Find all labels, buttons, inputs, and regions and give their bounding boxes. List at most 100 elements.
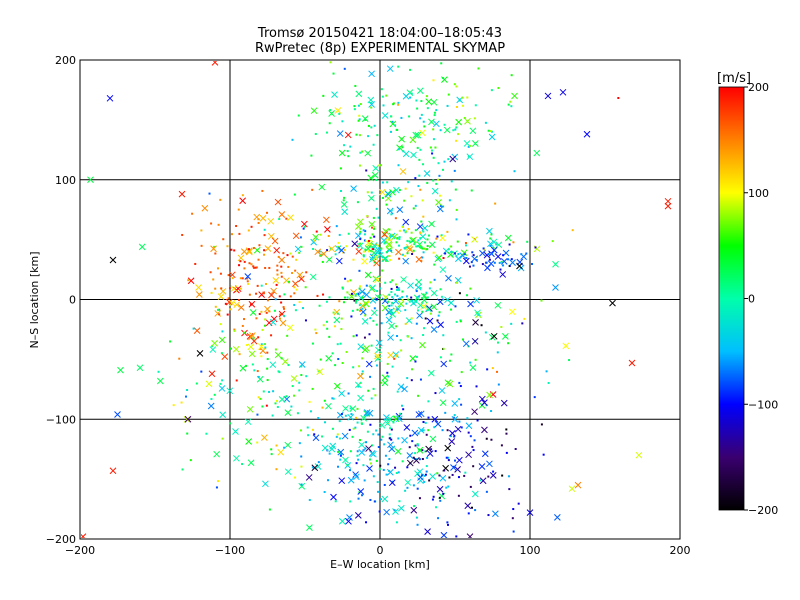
- echo-cross-marker: [338, 246, 345, 254]
- echo-dot-marker: [338, 300, 341, 303]
- echo-cross-marker: [467, 300, 474, 308]
- echo-dot-marker: [449, 435, 452, 438]
- echo-dot-marker: [365, 521, 368, 524]
- echo-dot-marker: [221, 330, 224, 333]
- echo-dot-marker: [194, 262, 197, 265]
- echo-dot-marker: [286, 334, 289, 337]
- echo-cross-marker: [184, 415, 192, 423]
- echo-dot-marker: [505, 428, 508, 431]
- echo-dot-marker: [386, 181, 389, 184]
- colorbar-tick-label: −100: [748, 398, 778, 411]
- echo-dot-marker: [481, 263, 484, 266]
- echo-cross-marker: [387, 334, 394, 341]
- echo-dot-marker: [258, 312, 261, 315]
- echo-dot-marker: [390, 213, 393, 216]
- echo-cross-marker: [381, 379, 389, 387]
- plot-area: [79, 59, 681, 540]
- echo-cross-marker: [368, 220, 376, 228]
- echo-dot-marker: [508, 243, 511, 246]
- echo-dot-marker: [367, 250, 370, 253]
- echo-dot-marker: [455, 126, 458, 129]
- echo-dot-marker: [490, 410, 493, 413]
- echo-dot-marker: [334, 253, 337, 256]
- echo-cross-marker: [296, 271, 304, 279]
- echo-cross-marker: [312, 233, 320, 241]
- echo-dot-marker: [397, 164, 400, 167]
- echo-dot-marker: [425, 248, 428, 251]
- echo-dot-marker: [438, 174, 441, 177]
- echo-dot-marker: [420, 220, 423, 223]
- echo-dot-marker: [233, 328, 236, 331]
- echo-dot-marker: [427, 400, 430, 403]
- echo-dot-marker: [458, 398, 461, 401]
- echo-cross-marker: [338, 149, 346, 157]
- echo-dot-marker: [491, 367, 494, 370]
- chart-subtitle: RwPretec (8p) EXPERIMENTAL SKYMAP: [255, 41, 505, 56]
- echo-dot-marker: [326, 327, 329, 330]
- echo-cross-marker: [337, 448, 345, 456]
- echo-dot-marker: [419, 117, 422, 120]
- echo-cross-marker: [494, 253, 502, 260]
- echo-cross-marker: [239, 197, 247, 205]
- echo-dot-marker: [427, 416, 430, 419]
- echo-dot-marker: [344, 277, 347, 280]
- echo-dot-marker: [328, 296, 331, 299]
- echo-dot-marker: [340, 317, 343, 320]
- echo-dot-marker: [397, 148, 400, 151]
- echo-dot-marker: [352, 427, 355, 430]
- echo-cross-marker: [441, 76, 448, 83]
- echo-dot-marker: [200, 229, 203, 232]
- echo-dot-marker: [438, 311, 441, 314]
- echo-dot-marker: [492, 470, 495, 473]
- echo-dot-marker: [381, 435, 384, 438]
- echo-dot-marker: [262, 390, 265, 393]
- echo-dot-marker: [389, 130, 392, 133]
- echo-cross-marker: [504, 234, 512, 242]
- echo-dot-marker: [339, 167, 342, 170]
- echo-dot-marker: [417, 394, 420, 397]
- echo-cross-marker: [208, 370, 216, 378]
- echo-dot-marker: [373, 227, 376, 230]
- echo-dot-marker: [395, 241, 398, 244]
- echo-dot-marker: [220, 352, 223, 355]
- echo-cross-marker: [330, 493, 337, 501]
- echo-cross-marker: [448, 438, 456, 445]
- echo-dot-marker: [222, 238, 225, 241]
- echo-cross-marker: [378, 188, 386, 196]
- echo-cross-marker: [415, 278, 423, 286]
- echo-cross-marker: [401, 385, 408, 393]
- echo-dot-marker: [390, 304, 393, 307]
- echo-cross-marker: [284, 468, 292, 476]
- echo-dot-marker: [434, 450, 437, 453]
- echo-cross-marker: [412, 131, 420, 139]
- echo-dot-marker: [347, 155, 350, 158]
- echo-dot-marker: [375, 459, 378, 462]
- echo-cross-marker: [249, 309, 257, 316]
- echo-cross-marker: [383, 414, 390, 421]
- echo-dot-marker: [394, 293, 397, 296]
- y-axis-label: N–S location [km]: [28, 251, 41, 348]
- echo-dot-marker: [419, 148, 422, 151]
- echo-cross-marker: [248, 350, 256, 358]
- echo-dot-marker: [373, 307, 376, 310]
- echo-dot-marker: [421, 310, 424, 313]
- echo-cross-marker: [348, 293, 355, 300]
- echo-dot-marker: [415, 290, 418, 293]
- echo-dot-marker: [341, 287, 344, 290]
- echo-dot-marker: [369, 101, 372, 104]
- echo-cross-marker: [272, 276, 280, 284]
- echo-dot-marker: [410, 296, 413, 299]
- echo-dot-marker: [475, 258, 478, 261]
- echo-dot-marker: [217, 267, 220, 270]
- echo-dot-marker: [311, 188, 314, 191]
- echo-dot-marker: [422, 247, 425, 250]
- echo-dot-marker: [380, 247, 383, 250]
- echo-dot-marker: [291, 255, 294, 258]
- echo-dot-marker: [509, 100, 512, 103]
- echo-cross-marker: [381, 255, 389, 263]
- echo-cross-marker: [334, 107, 342, 114]
- echo-dot-marker: [315, 230, 318, 233]
- echo-cross-marker: [267, 217, 275, 225]
- echo-cross-marker: [402, 92, 410, 100]
- echo-cross-marker: [244, 418, 252, 426]
